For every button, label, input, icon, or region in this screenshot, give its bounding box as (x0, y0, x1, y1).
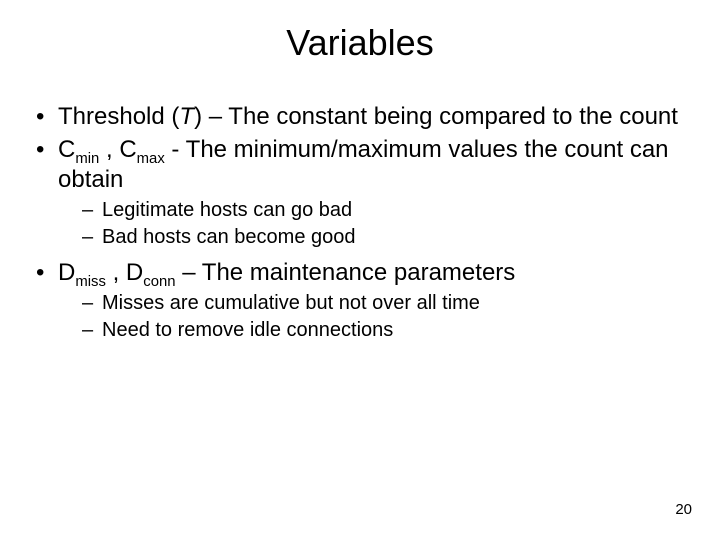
subscript-max: max (137, 151, 165, 167)
bullet-dmiss-dconn: Dmiss , Dconn – The maintenance paramete… (30, 258, 690, 343)
sub-bullet-list: Legitimate hosts can go bad Bad hosts ca… (58, 198, 690, 250)
sub-bullet-list: Misses are cumulative but not over all t… (58, 291, 690, 343)
page-number: 20 (675, 501, 692, 518)
text: – The maintenance parameters (176, 259, 516, 286)
text: , D (106, 259, 143, 286)
text: Threshold ( (58, 103, 179, 130)
text: , C (99, 136, 136, 163)
subscript-miss: miss (75, 274, 106, 290)
text: C (58, 136, 75, 163)
slide-title: Variables (0, 0, 720, 72)
italic-T: T (179, 103, 194, 130)
sub-bullet: Need to remove idle connections (82, 318, 690, 343)
bullet-cmin-cmax: Cmin , Cmax - The minimum/maximum values… (30, 135, 690, 250)
bullet-threshold: Threshold (T) – The constant being compa… (30, 102, 690, 131)
subscript-conn: conn (143, 274, 175, 290)
text: ) – The constant being compared to the c… (194, 103, 678, 130)
sub-bullet: Bad hosts can become good (82, 225, 690, 250)
text: D (58, 259, 75, 286)
slide-body: Threshold (T) – The constant being compa… (0, 72, 720, 343)
slide: Variables Threshold (T) – The constant b… (0, 0, 720, 540)
sub-bullet: Legitimate hosts can go bad (82, 198, 690, 223)
bullet-list: Threshold (T) – The constant being compa… (30, 102, 690, 343)
sub-bullet: Misses are cumulative but not over all t… (82, 291, 690, 316)
